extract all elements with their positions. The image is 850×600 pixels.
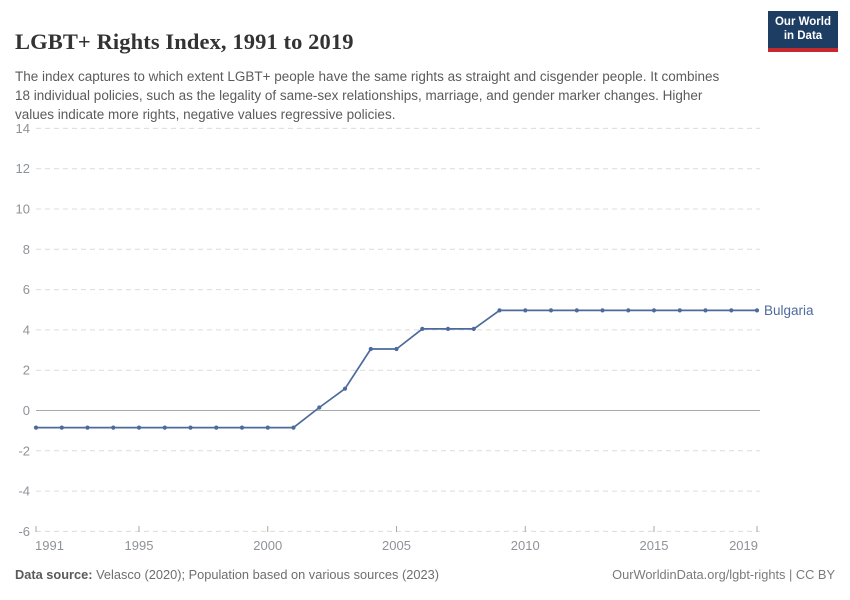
data-point-marker[interactable] — [59, 425, 64, 430]
data-point-marker[interactable] — [342, 386, 348, 391]
data-point-marker[interactable] — [239, 425, 245, 430]
data-point-marker[interactable] — [162, 425, 167, 430]
owid-logo-line1: Our World — [774, 16, 831, 28]
data-point-marker[interactable] — [136, 425, 142, 430]
data-point-marker[interactable] — [111, 425, 116, 430]
y-axis-tick-label: 12 — [16, 161, 30, 176]
data-point-marker[interactable] — [574, 308, 579, 313]
series-end-label[interactable]: Bulgaria — [764, 303, 814, 318]
x-axis-tick-label: 2005 — [382, 538, 411, 553]
owid-credit-link[interactable]: OurWorldinData.org/lgbt-rights | CC BY — [612, 567, 835, 582]
y-axis-tick-label: -2 — [18, 443, 30, 458]
data-point-marker[interactable] — [548, 308, 554, 313]
owid-logo[interactable]: Our World in Data — [768, 11, 838, 52]
data-point-marker[interactable] — [626, 308, 631, 313]
data-point-marker[interactable] — [729, 308, 734, 313]
data-point-marker[interactable] — [317, 405, 322, 410]
data-point-marker[interactable] — [471, 326, 476, 331]
y-axis-tick-label: 14 — [16, 121, 30, 136]
x-axis-tick-label: 1995 — [125, 538, 154, 553]
data-source-note: Data source: Velasco (2020); Population … — [15, 567, 439, 582]
y-axis-tick-label: 4 — [23, 322, 30, 337]
chart-footer: Data source: Velasco (2020); Population … — [15, 567, 835, 582]
x-axis-tick-label: 2000 — [253, 538, 282, 553]
data-point-marker[interactable] — [368, 346, 373, 352]
y-axis-tick-label: 8 — [23, 242, 30, 257]
data-point-marker[interactable] — [497, 308, 502, 313]
y-axis-tick-label: 6 — [23, 282, 30, 297]
y-axis-tick-label: -4 — [18, 484, 30, 499]
x-axis-tick-label: 2015 — [640, 538, 669, 553]
x-axis-tick-label: 1991 — [35, 538, 64, 553]
owid-logo-line2: in Data — [783, 29, 823, 42]
data-point-marker[interactable] — [394, 346, 399, 352]
data-point-marker[interactable] — [445, 326, 451, 331]
chart-subtitle: The index captures to which extent LGBT+… — [15, 68, 720, 122]
data-point-marker[interactable] — [188, 425, 193, 430]
data-point-marker[interactable] — [600, 308, 605, 313]
page-title: LGBT+ Rights Index, 1991 to 2019 — [15, 29, 354, 55]
data-point-marker[interactable] — [703, 308, 708, 313]
data-point-marker[interactable] — [754, 308, 760, 313]
data-point-marker[interactable] — [291, 425, 296, 430]
data-point-marker[interactable] — [214, 425, 219, 430]
data-point-marker[interactable] — [265, 425, 270, 430]
x-axis-tick-label: 2019 — [729, 538, 758, 553]
data-point-marker[interactable] — [651, 308, 657, 313]
data-point-marker[interactable] — [677, 308, 682, 313]
data-point-marker[interactable] — [420, 326, 425, 331]
data-source-text: Velasco (2020); Population based on vari… — [92, 567, 439, 582]
data-source-label: Data source: — [15, 567, 93, 582]
data-point-marker[interactable] — [33, 425, 39, 430]
y-axis-tick-label: -6 — [18, 524, 30, 539]
y-axis-tick-label: 0 — [23, 403, 30, 418]
y-axis-tick-label: 2 — [23, 363, 30, 378]
y-axis-tick-label: 10 — [16, 202, 30, 217]
data-point-marker[interactable] — [85, 425, 90, 430]
x-axis-tick-label: 2010 — [511, 538, 540, 553]
data-point-marker[interactable] — [523, 308, 528, 313]
